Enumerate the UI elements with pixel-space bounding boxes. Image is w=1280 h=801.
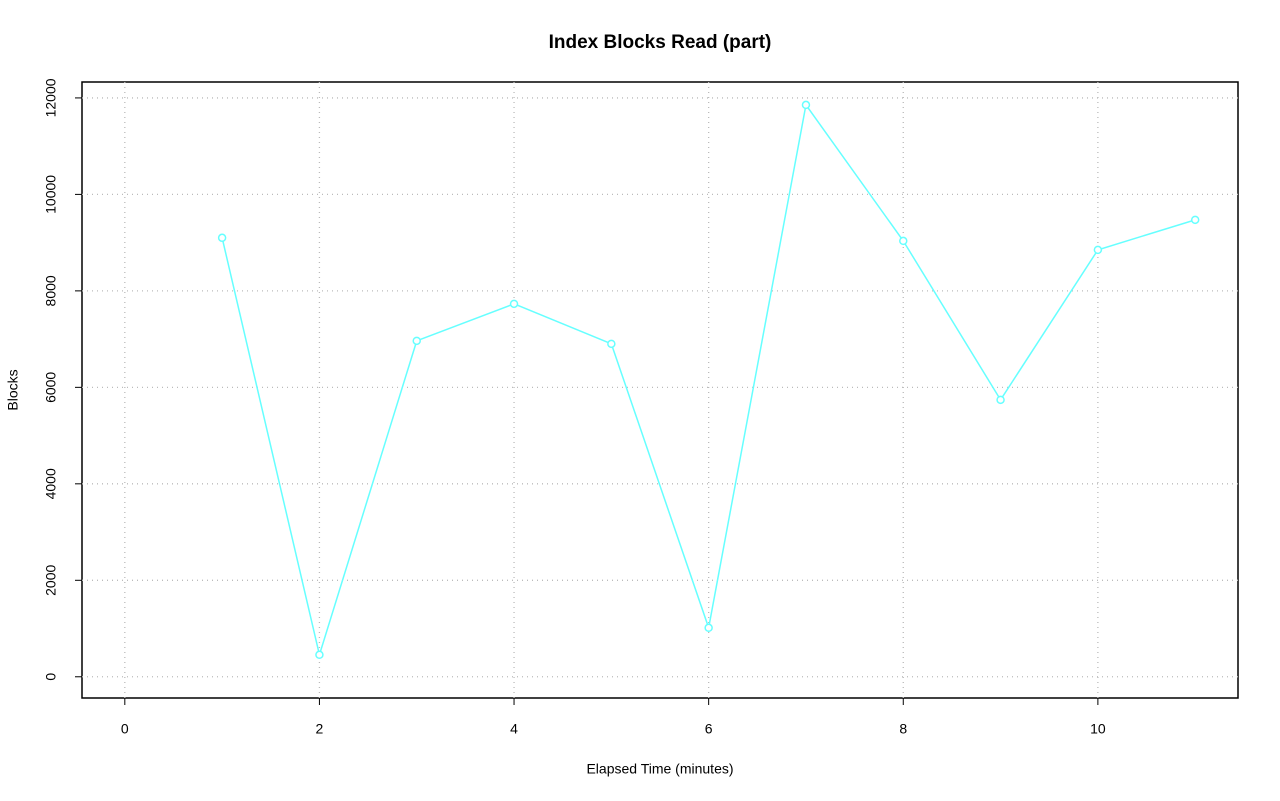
data-point [899,236,908,246]
data-point [801,100,811,110]
data-point [509,299,519,309]
plot-frame [81,81,1239,699]
data-point [607,339,616,349]
x-axis-label: Elapsed Time (minutes) [586,761,733,777]
y-tick-label: 6000 [43,372,59,403]
data-point [1093,245,1103,255]
data-point [704,623,713,633]
x-tick-label: 4 [510,721,518,737]
data-point [996,395,1005,405]
x-tick-label: 10 [1090,721,1106,737]
y-axis-label: Blocks [5,369,21,410]
x-tick-label: 8 [899,721,907,737]
data-point [217,233,227,243]
y-tick-label: 0 [43,673,59,681]
x-tick-label: 0 [121,721,129,737]
y-tick-label: 4000 [43,468,59,499]
chart-title: Index Blocks Read (part) [549,32,772,53]
data-point [1190,215,1200,225]
y-tick-label: 12000 [43,78,59,117]
data-point [412,336,421,346]
y-tick-label: 2000 [43,565,59,596]
data-point [315,650,324,660]
x-tick-label: 2 [316,721,324,737]
y-tick-label: 10000 [43,175,59,214]
x-tick-label: 6 [705,721,713,737]
y-tick-label: 8000 [43,275,59,306]
